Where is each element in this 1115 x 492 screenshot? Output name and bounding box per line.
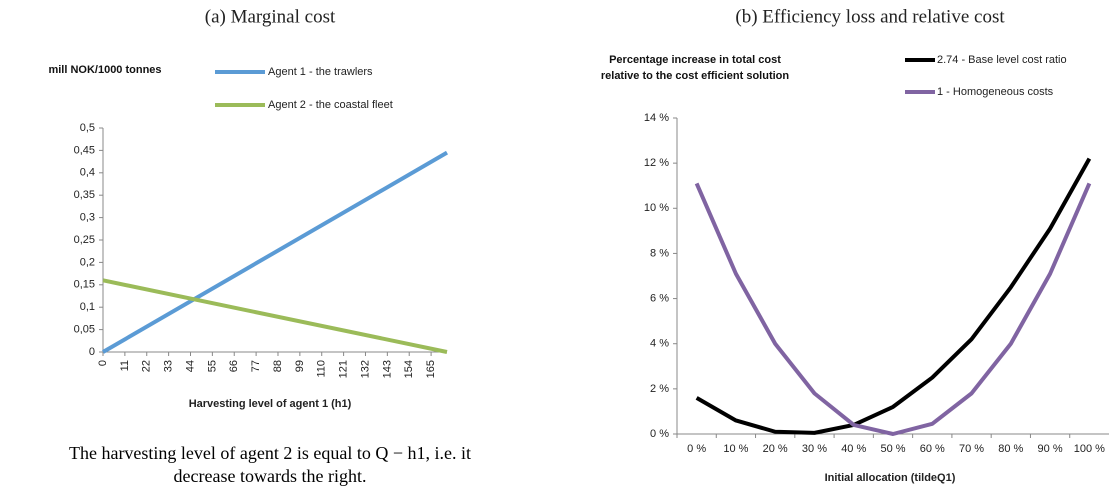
y-tick-label: 0 %: [650, 428, 669, 440]
series-line: [102, 278, 448, 354]
y-tick-label: 0,1: [80, 301, 95, 313]
x-tick-label: 44: [184, 360, 196, 372]
y-tick-label: 0,3: [80, 212, 95, 224]
y-tick-label: 0,4: [80, 167, 95, 179]
series-line: [694, 182, 1092, 436]
x-tick-label: 90 %: [1038, 443, 1063, 455]
y-tick-label: 0: [89, 346, 95, 358]
x-axis-label: Initial allocation (tildeQ1): [825, 472, 956, 484]
x-tick-label: 132: [359, 360, 371, 378]
x-tick-label: 154: [403, 360, 415, 378]
y-tick-label: 14 %: [644, 112, 669, 124]
x-tick-label: 0 %: [687, 443, 706, 455]
x-tick-label: 121: [338, 360, 350, 378]
x-tick-label: 10 %: [723, 443, 748, 455]
x-tick-label: 0: [97, 360, 109, 366]
y-tick-label: 0,45: [74, 144, 95, 156]
x-tick-label: 30 %: [802, 443, 827, 455]
x-tick-label: 40 %: [841, 443, 866, 455]
y-tick-label: 12 %: [644, 157, 669, 169]
y-tick-label: 0,2: [80, 256, 95, 268]
legend-label: Agent 1 - the trawlers: [268, 66, 373, 78]
x-tick-label: 99: [294, 360, 306, 372]
y-tick-label: 0,05: [74, 324, 95, 336]
y-tick-label: 10 %: [644, 202, 669, 214]
x-tick-label: 77: [250, 360, 262, 372]
y-tick-label: 0,35: [74, 189, 95, 201]
y-tick-label: 6 %: [650, 292, 669, 304]
legend-label: 1 - Homogeneous costs: [937, 86, 1054, 98]
x-tick-label: 88: [272, 360, 284, 372]
chart-title: (a) Marginal cost: [205, 6, 336, 27]
y-tick-label: 0,15: [74, 279, 95, 291]
x-tick-label: 33: [163, 360, 175, 372]
x-tick-label: 100 %: [1074, 443, 1105, 455]
series-line: [101, 150, 449, 354]
x-tick-label: 55: [206, 360, 218, 372]
series-line: [695, 157, 1092, 435]
x-tick-label: 20 %: [763, 443, 788, 455]
y-tick-label: 4 %: [650, 338, 669, 350]
x-tick-label: 50 %: [880, 443, 905, 455]
y-axis-label: Percentage increase in total cost relati…: [600, 54, 790, 82]
y-axis-label: mill NOK/1000 tonnes: [48, 64, 162, 76]
y-tick-label: 0,5: [80, 122, 95, 134]
y-tick-label: 2 %: [650, 383, 669, 395]
note: The harvesting level of agent 2 is equal…: [68, 443, 472, 486]
x-tick-label: 110: [316, 360, 328, 378]
x-axis-label: Harvesting level of agent 1 (h1): [189, 398, 352, 410]
chart-title: (b) Efficiency loss and relative cost: [735, 6, 1005, 27]
x-tick-label: 60 %: [920, 443, 945, 455]
x-tick-label: 22: [141, 360, 153, 372]
x-tick-label: 11: [119, 360, 131, 371]
x-tick-label: 80 %: [998, 443, 1023, 455]
y-tick-label: 8 %: [650, 247, 669, 259]
x-tick-label: 165: [425, 360, 437, 378]
x-tick-label: 66: [228, 360, 240, 372]
legend-label: 2.74 - Base level cost ratio: [937, 54, 1067, 66]
y-tick-label: 0,25: [74, 234, 95, 246]
x-tick-label: 143: [381, 360, 393, 378]
legend-label: Agent 2 - the coastal fleet: [268, 99, 393, 111]
x-tick-label: 70 %: [959, 443, 984, 455]
